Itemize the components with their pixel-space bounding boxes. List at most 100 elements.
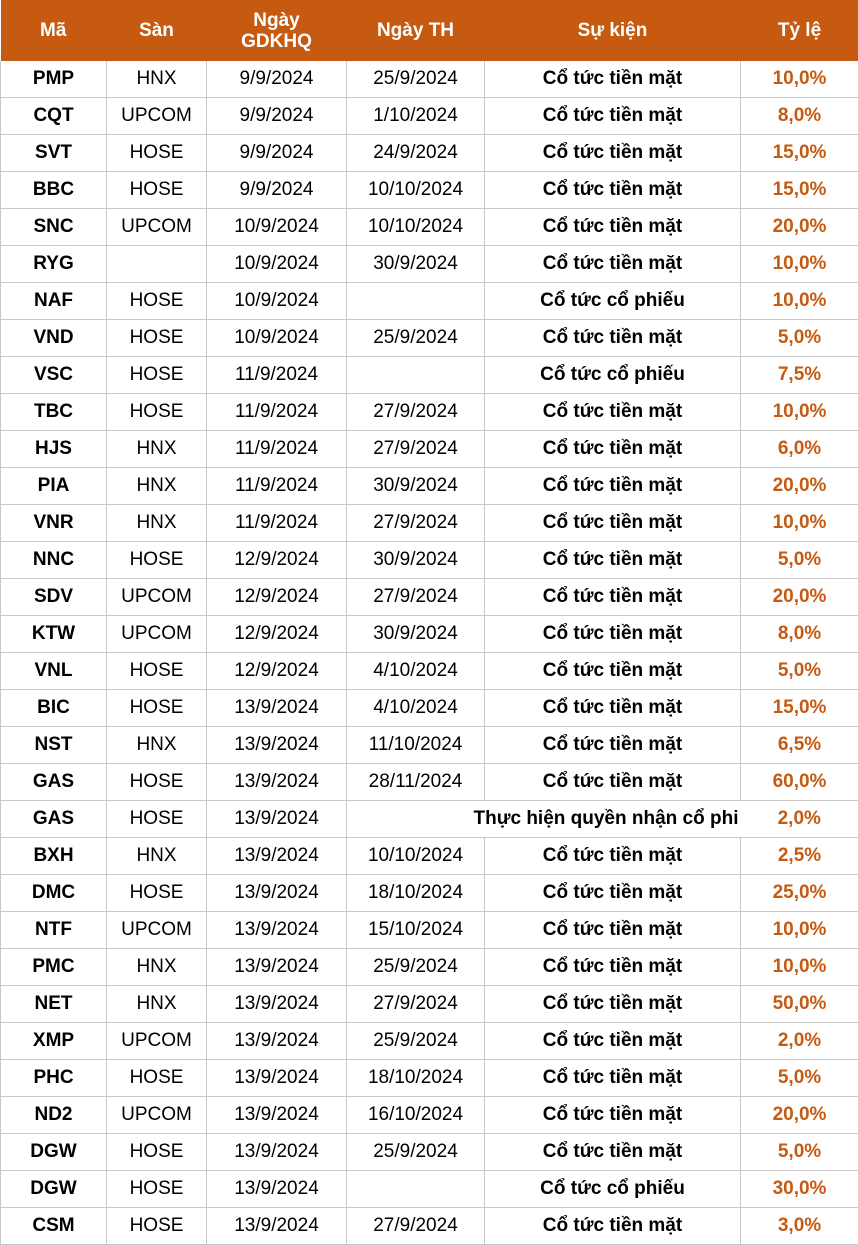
cell-ngay-th: 27/9/2024 [347,505,485,542]
cell-ma: XMP [1,1023,107,1060]
cell-ty-le: 5,0% [741,653,858,690]
cell-san: UPCOM [107,579,207,616]
cell-ngay-th: 30/9/2024 [347,468,485,505]
cell-su-kien: Cổ tức tiền mặt [485,1208,741,1245]
cell-san: HOSE [107,690,207,727]
cell-ma: TBC [1,394,107,431]
cell-su-kien: Cổ tức tiền mặt [485,135,741,172]
cell-ngay-gdkhq: 11/9/2024 [207,505,347,542]
cell-ma: SVT [1,135,107,172]
cell-san: UPCOM [107,912,207,949]
cell-su-kien: Cổ tức tiền mặt [485,653,741,690]
cell-ngay-gdkhq: 13/9/2024 [207,838,347,875]
cell-ngay-th: 15/10/2024 [347,912,485,949]
cell-ngay-th: 27/9/2024 [347,431,485,468]
cell-ty-le: 10,0% [741,61,858,98]
cell-ngay-gdkhq: 13/9/2024 [207,727,347,764]
cell-ngay-gdkhq: 13/9/2024 [207,1097,347,1134]
cell-su-kien: Cổ tức tiền mặt [485,764,741,801]
cell-ngay-gdkhq: 12/9/2024 [207,542,347,579]
cell-su-kien: Cổ tức tiền mặt [485,616,741,653]
cell-su-kien: Cổ tức cổ phiếu [485,357,741,394]
cell-ngay-th: 25/9/2024 [347,949,485,986]
cell-ngay-gdkhq: 13/9/2024 [207,764,347,801]
cell-ngay-gdkhq: 13/9/2024 [207,801,347,838]
cell-ty-le: 2,5% [741,838,858,875]
cell-ngay-gdkhq: 11/9/2024 [207,431,347,468]
cell-ma: NST [1,727,107,764]
cell-su-kien: Cổ tức tiền mặt [485,986,741,1023]
cell-ngay-th: 27/9/2024 [347,986,485,1023]
cell-san: UPCOM [107,98,207,135]
cell-ma: ND2 [1,1097,107,1134]
cell-san: HOSE [107,1134,207,1171]
cell-su-kien: Cổ tức tiền mặt [485,505,741,542]
cell-su-kien: Cổ tức tiền mặt [485,579,741,616]
cell-ty-le: 8,0% [741,616,858,653]
cell-ngay-gdkhq: 13/9/2024 [207,875,347,912]
cell-su-kien: Cổ tức tiền mặt [485,394,741,431]
cell-ngay-th: 25/9/2024 [347,61,485,98]
cell-ngay-gdkhq: 13/9/2024 [207,1023,347,1060]
cell-san: HNX [107,505,207,542]
cell-ngay-gdkhq: 9/9/2024 [207,61,347,98]
cell-ma: GAS [1,801,107,838]
cell-ngay-th: 27/9/2024 [347,1208,485,1245]
cell-ngay-th: 18/10/2024 [347,1060,485,1097]
cell-san: HOSE [107,1171,207,1208]
cell-su-kien: Cổ tức tiền mặt [485,542,741,579]
cell-ngay-gdkhq: 13/9/2024 [207,986,347,1023]
cell-ma: NNC [1,542,107,579]
cell-ngay-th: 24/9/2024 [347,135,485,172]
cell-su-kien: Cổ tức tiền mặt [485,431,741,468]
table-header: Mã Sàn Ngày GDKHQ Ngày TH Sự kiện Tỷ lệ [1,0,858,61]
cell-ty-le: 30,0% [741,1171,858,1208]
cell-ma: BXH [1,838,107,875]
cell-san: UPCOM [107,1097,207,1134]
cell-ty-le: 2,0% [741,801,858,838]
cell-ty-le: 10,0% [741,283,858,320]
cell-ngay-th: 30/9/2024 [347,616,485,653]
cell-ngay-gdkhq: 12/9/2024 [207,616,347,653]
cell-san: HOSE [107,653,207,690]
cell-san: HOSE [107,542,207,579]
cell-ma: HJS [1,431,107,468]
cell-su-kien: Thực hiện quyền nhận cổ phi [485,801,741,838]
cell-su-kien: Cổ tức tiền mặt [485,690,741,727]
cell-ma: GAS [1,764,107,801]
cell-ty-le: 7,5% [741,357,858,394]
cell-san: HOSE [107,1060,207,1097]
cell-san: HOSE [107,320,207,357]
cell-su-kien: Cổ tức tiền mặt [485,98,741,135]
cell-ngay-gdkhq: 11/9/2024 [207,394,347,431]
cell-ngay-th: 1/10/2024 [347,98,485,135]
cell-su-kien: Cổ tức tiền mặt [485,61,741,98]
cell-ty-le: 5,0% [741,542,858,579]
cell-ma: RYG [1,246,107,283]
cell-su-kien: Cổ tức tiền mặt [485,1023,741,1060]
cell-ngay-gdkhq: 13/9/2024 [207,690,347,727]
cell-ngay-th [347,283,485,320]
cell-ngay-th: 18/10/2024 [347,875,485,912]
cell-san: HNX [107,431,207,468]
cell-ngay-gdkhq: 11/9/2024 [207,468,347,505]
cell-su-kien: Cổ tức cổ phiếu [485,1171,741,1208]
cell-ngay-gdkhq: 9/9/2024 [207,98,347,135]
cell-ty-le: 3,0% [741,1208,858,1245]
cell-san: UPCOM [107,616,207,653]
cell-san: UPCOM [107,1023,207,1060]
cell-ma: BIC [1,690,107,727]
